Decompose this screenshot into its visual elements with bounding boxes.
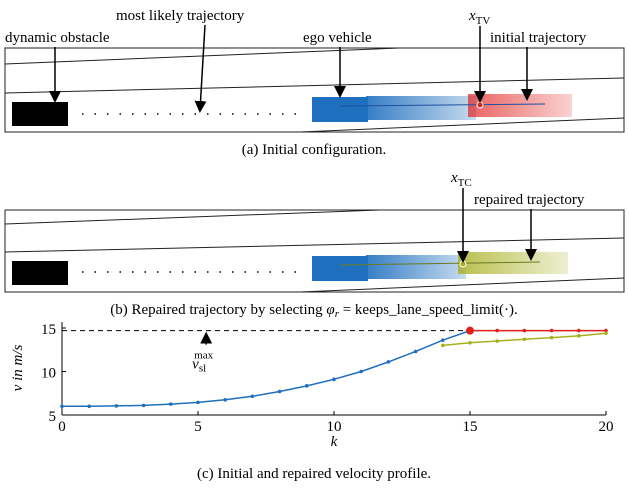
velocity-point xyxy=(359,369,364,374)
velocity-point xyxy=(549,328,554,333)
road-line xyxy=(299,117,625,133)
velocity-point xyxy=(577,334,581,338)
x-tv-point xyxy=(476,101,484,109)
annotation: sl xyxy=(199,363,206,375)
annotation: v xyxy=(192,357,199,373)
x-axis-label: k xyxy=(331,434,338,450)
label: initial trajectory xyxy=(490,30,587,46)
obstacle xyxy=(12,261,68,285)
initial-trajectory xyxy=(468,94,572,117)
road-line xyxy=(4,77,625,94)
ego-trajectory xyxy=(366,255,466,279)
ego-vehicle xyxy=(312,256,368,281)
label: xTV xyxy=(468,8,490,27)
caption: = keeps_lane_speed_limit(·). xyxy=(339,302,518,318)
y-tick-label: 10 xyxy=(41,366,56,382)
velocity-point xyxy=(223,397,227,402)
velocity-chart: v in m/s k (c) Initial and repaired velo… xyxy=(10,322,614,482)
x-tick-label: 0 xyxy=(58,419,66,435)
velocity-point xyxy=(87,404,91,409)
label: x xyxy=(468,8,476,24)
velocity-point xyxy=(60,404,64,409)
velocity-point xyxy=(549,335,554,340)
x-tick-label: 20 xyxy=(599,419,614,435)
x-tc-point xyxy=(459,260,467,268)
y-tick-label: 15 xyxy=(41,322,56,338)
velocity-point xyxy=(441,343,445,348)
ego-trajectory xyxy=(366,96,476,120)
caption: (b) Repaired trajectory by selecting xyxy=(110,302,326,318)
trajectory-line xyxy=(339,261,541,266)
velocity-point xyxy=(277,389,282,394)
panel-b: xTC repaired trajectory (b) Repaired tra… xyxy=(4,170,625,320)
velocity-point xyxy=(604,331,608,336)
velocity-point xyxy=(495,339,500,343)
velocity-point xyxy=(196,400,200,405)
label: TV xyxy=(476,15,491,27)
velocity-point xyxy=(441,338,445,342)
label: TC xyxy=(458,177,472,189)
label: xTC xyxy=(450,170,472,189)
scene-frame xyxy=(4,209,625,293)
velocity-point xyxy=(141,403,146,408)
x-tick-label: 10 xyxy=(327,419,342,435)
scene-frame xyxy=(4,47,625,133)
velocity-point xyxy=(169,402,173,406)
caption: φ xyxy=(326,302,334,318)
caption: (c) Initial and repaired velocity profil… xyxy=(197,466,431,482)
label: repaired trajectory xyxy=(474,192,585,208)
velocity-point xyxy=(250,394,255,399)
x-tick-label: 15 xyxy=(463,419,478,435)
road-line xyxy=(4,237,625,253)
y-axis-label: v in m/s xyxy=(10,345,26,392)
velocity-point xyxy=(332,377,336,382)
caption: (b) Repaired trajectory by selecting φr … xyxy=(110,302,518,320)
repaired-trajectory xyxy=(458,252,568,274)
label: ego vehicle xyxy=(303,30,372,46)
start-point xyxy=(466,326,474,335)
ego-vehicle xyxy=(312,97,368,122)
obstacle xyxy=(12,102,68,126)
velocity-point xyxy=(386,360,391,364)
label: dynamic obstacle xyxy=(5,30,110,46)
x-tick-label: 5 xyxy=(194,419,202,435)
caption: (a) Initial configuration. xyxy=(242,142,387,158)
annotation: vslmax xyxy=(192,350,213,375)
velocity-point xyxy=(413,349,418,354)
annotation: max xyxy=(194,350,213,362)
velocity-point xyxy=(522,328,527,333)
road-line xyxy=(299,277,625,293)
velocity-point xyxy=(604,328,608,333)
velocity-line xyxy=(62,329,471,408)
velocity-point xyxy=(522,337,527,342)
road-line xyxy=(4,209,381,225)
velocity-point xyxy=(495,328,500,333)
label: x xyxy=(450,170,458,186)
velocity-point xyxy=(577,328,581,333)
y-tick-label: 5 xyxy=(49,409,57,425)
panel-a: dynamic obstacle most likely trajectory … xyxy=(4,8,625,158)
arrow xyxy=(194,24,207,113)
label: most likely trajectory xyxy=(116,8,245,24)
velocity-point xyxy=(114,404,119,408)
caption: r xyxy=(335,308,340,320)
velocity-point xyxy=(468,340,472,345)
trajectory-line xyxy=(339,103,546,107)
velocity-point xyxy=(305,384,309,388)
